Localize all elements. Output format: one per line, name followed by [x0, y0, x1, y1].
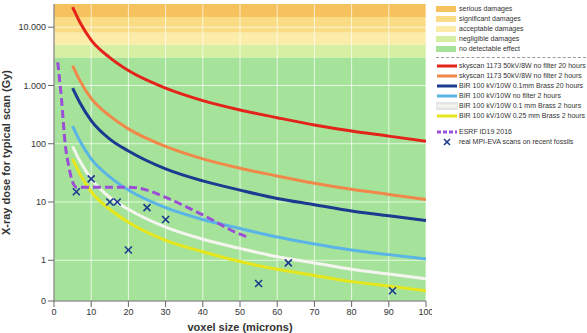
html-text:BIR 100 kV/10W no filter 2 hou: BIR 100 kV/10W no filter 2 hours	[459, 92, 561, 99]
svg-text:10: 10	[36, 197, 46, 207]
svg-text:0: 0	[51, 307, 56, 317]
html-text:BIR 100 kV/10W 0.25 mm Brass 2: BIR 100 kV/10W 0.25 mm Brass 2 hours	[459, 112, 586, 119]
svg-text:voxel size (microns): voxel size (microns)	[187, 321, 292, 333]
svg-text:100: 100	[31, 139, 46, 149]
svg-text:1.000: 1.000	[23, 81, 46, 91]
svg-text:X-ray dose for typical scan (G: X-ray dose for typical scan (Gy)	[8, 70, 12, 235]
html-text:BIR 100 kV/10W 0.1 mm Brass 2: BIR 100 kV/10W 0.1 mm Brass 2 hours	[459, 102, 582, 109]
svg-text:20: 20	[123, 307, 133, 317]
html-text:acceptable damages: acceptable damages	[459, 25, 524, 32]
html-text:skyscan 1173 50kV/8W no filter: skyscan 1173 50kV/8W no filter 20 hours	[459, 62, 586, 69]
svg-text:60: 60	[272, 307, 282, 317]
svg-text:100: 100	[418, 307, 432, 317]
svg-text:10: 10	[86, 307, 96, 317]
svg-text:50: 50	[235, 307, 245, 317]
svg-text:70: 70	[309, 307, 319, 317]
svg-text:80: 80	[347, 307, 357, 317]
html-text:significant damages: significant damages	[459, 15, 521, 22]
svg-text:10.000: 10.000	[18, 22, 46, 32]
html-text:ESRF ID19 2016: ESRF ID19 2016	[459, 128, 512, 135]
html-text:no detectable effect: no detectable effect	[459, 45, 520, 52]
svg-text:1: 1	[41, 255, 46, 265]
html-text:negligible damages: negligible damages	[459, 35, 520, 42]
svg-text:0: 0	[41, 296, 46, 306]
html-text:serious damages: serious damages	[459, 5, 513, 12]
svg-text:90: 90	[384, 307, 394, 317]
html-text:BIR 100 kV/10W 0.1mm Brass 20: BIR 100 kV/10W 0.1mm Brass 20 hours	[459, 82, 584, 89]
html-text:skyscan 1173 50kV/8W no filter: skyscan 1173 50kV/8W no filter 2 hours	[459, 72, 582, 79]
svg-text:40: 40	[198, 307, 208, 317]
html-text:real MPI-EVA scans on recent f: real MPI-EVA scans on recent fossils	[459, 138, 574, 145]
svg-text:30: 30	[161, 307, 171, 317]
